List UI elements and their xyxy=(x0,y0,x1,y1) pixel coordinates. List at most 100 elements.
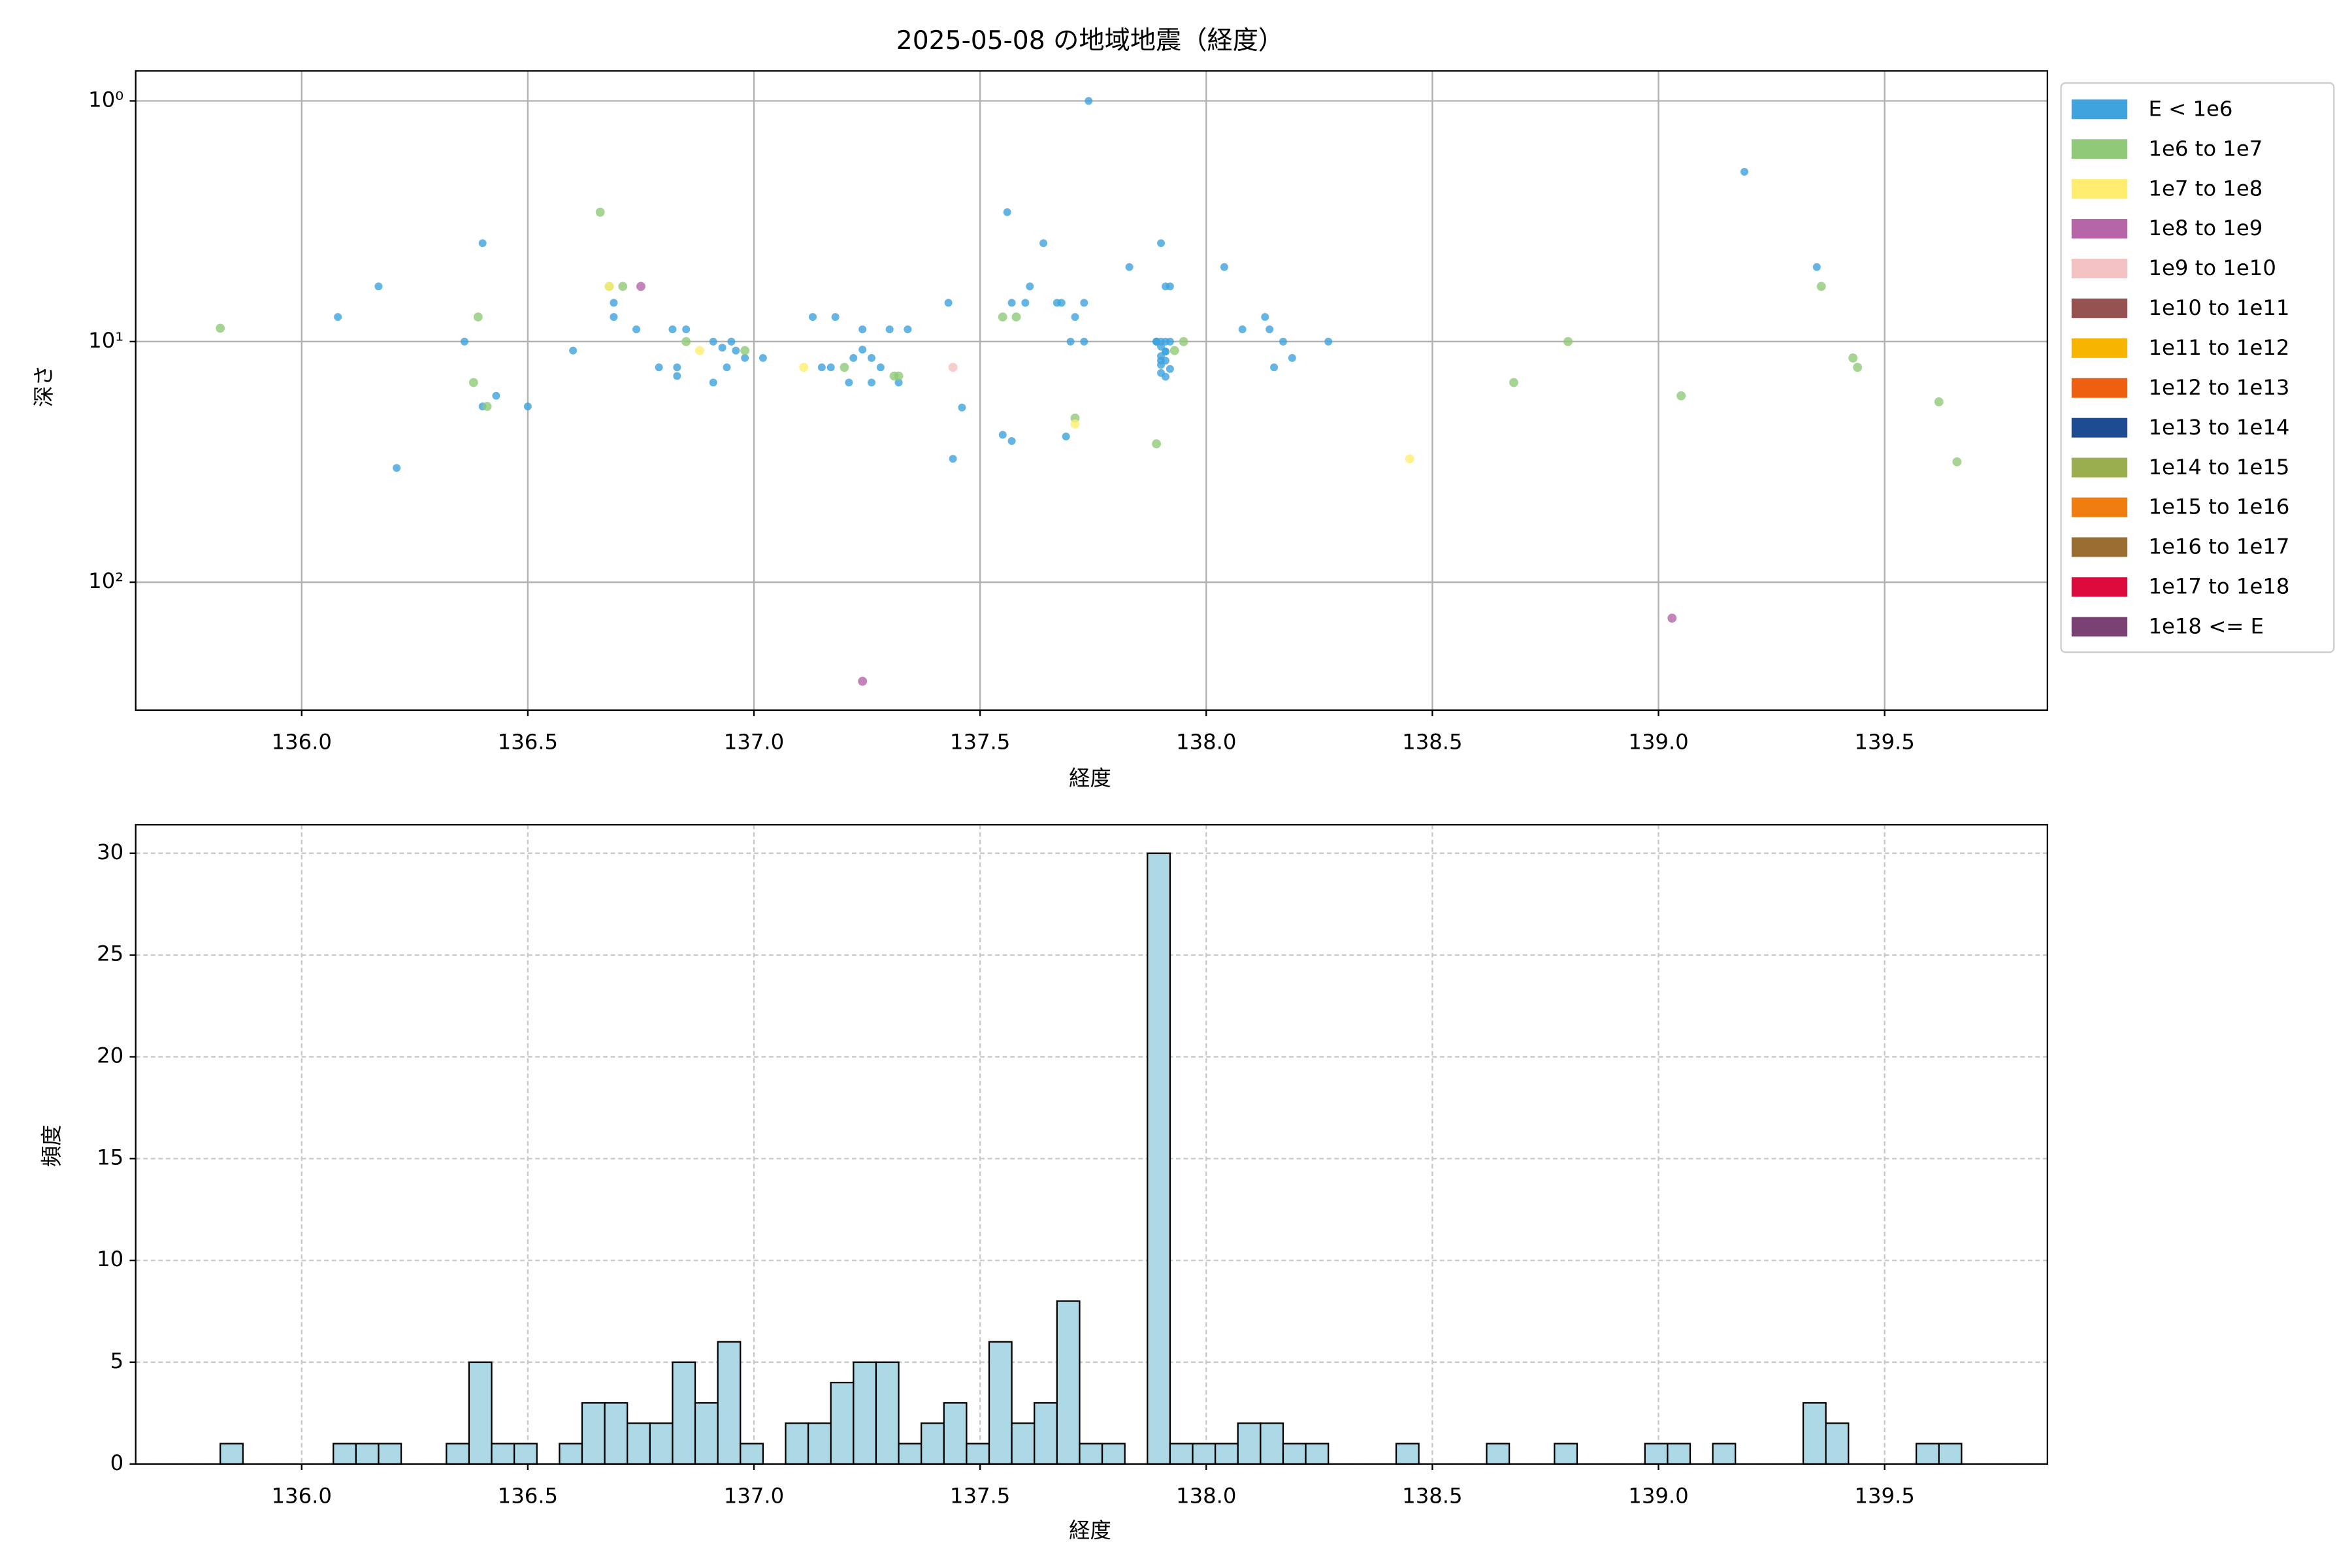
point xyxy=(1070,419,1080,429)
point xyxy=(1161,348,1169,356)
point xyxy=(1667,613,1677,623)
legend-label: 1e8 to 1e9 xyxy=(2148,216,2262,240)
bar xyxy=(694,1402,719,1465)
y-tick-label: 25 xyxy=(97,941,123,966)
point xyxy=(673,363,681,372)
point xyxy=(1169,346,1179,355)
legend-swatch xyxy=(2071,537,2128,557)
legend-swatch xyxy=(2071,219,2128,239)
x-tick-label: 139.0 xyxy=(1628,1484,1688,1509)
bar xyxy=(581,1402,606,1465)
x-tick-label: 136.0 xyxy=(272,1484,332,1509)
bar xyxy=(378,1443,402,1465)
legend-swatch xyxy=(2071,99,2128,120)
x-tick-label: 137.5 xyxy=(950,730,1010,755)
point xyxy=(610,299,618,307)
bar xyxy=(1486,1443,1511,1465)
bar xyxy=(853,1361,877,1465)
x-tick-label: 136.0 xyxy=(272,730,332,755)
bar xyxy=(1011,1422,1036,1465)
y-tick-label: 10 xyxy=(97,1247,123,1271)
point xyxy=(473,312,483,322)
legend-label: 1e9 to 1e10 xyxy=(2148,255,2276,280)
bar xyxy=(604,1402,629,1465)
x-tick-label: 136.5 xyxy=(498,1484,558,1509)
x-tick-label: 137.0 xyxy=(724,730,784,755)
bar xyxy=(559,1443,583,1465)
bar xyxy=(920,1422,945,1465)
bar xyxy=(1260,1422,1284,1465)
point xyxy=(808,313,817,321)
point xyxy=(718,344,727,352)
bar xyxy=(672,1361,696,1465)
bar xyxy=(1214,1443,1239,1465)
point xyxy=(1007,437,1016,446)
bar xyxy=(333,1443,357,1465)
legend-swatch xyxy=(2071,259,2128,278)
x-tick-label: 139.0 xyxy=(1628,730,1688,755)
point xyxy=(723,363,731,372)
legend-swatch xyxy=(2071,139,2128,159)
x-tick-label: 137.5 xyxy=(950,1484,1010,1509)
point xyxy=(1952,457,1962,466)
point xyxy=(759,353,767,362)
legend-swatch xyxy=(2071,497,2128,517)
y-tick-label: 10⁰ xyxy=(88,87,123,112)
point xyxy=(1509,378,1518,387)
point xyxy=(949,455,957,463)
point xyxy=(741,353,749,362)
point xyxy=(374,282,383,291)
bar xyxy=(943,1402,968,1465)
legend-swatch xyxy=(2071,298,2128,318)
point xyxy=(1676,391,1686,400)
x-tick-label: 138.5 xyxy=(1402,730,1462,755)
y-tick-label: 30 xyxy=(97,840,123,864)
bar xyxy=(1938,1443,1963,1465)
point xyxy=(948,363,958,372)
point xyxy=(1166,282,1174,291)
point xyxy=(867,378,875,387)
bar xyxy=(785,1422,809,1465)
legend-swatch xyxy=(2071,338,2128,358)
bar xyxy=(1282,1443,1307,1465)
bar xyxy=(1192,1443,1217,1465)
point xyxy=(618,282,628,291)
point xyxy=(632,325,641,334)
point xyxy=(1853,363,1863,372)
point xyxy=(1003,208,1011,216)
point xyxy=(1157,356,1166,365)
bar xyxy=(1644,1443,1669,1465)
bar xyxy=(1395,1443,1420,1465)
point xyxy=(334,313,342,321)
legend-swatch xyxy=(2071,617,2128,637)
bar xyxy=(1305,1443,1330,1465)
point xyxy=(709,337,717,346)
point xyxy=(1161,372,1169,381)
bar xyxy=(446,1443,470,1465)
x-axis-label: 経度 xyxy=(1069,1518,1111,1543)
point xyxy=(799,363,809,372)
point xyxy=(1066,337,1075,346)
point xyxy=(845,378,853,387)
bar xyxy=(875,1361,900,1465)
point xyxy=(523,402,532,411)
legend-label: 1e7 to 1e8 xyxy=(2148,176,2262,201)
bar xyxy=(740,1443,764,1465)
point xyxy=(826,363,835,372)
point xyxy=(1279,337,1287,346)
bar xyxy=(1554,1443,1578,1465)
point xyxy=(1080,337,1088,346)
point xyxy=(1324,337,1333,346)
point xyxy=(1816,282,1826,291)
point xyxy=(695,346,704,355)
point xyxy=(998,431,1007,439)
plot-frame xyxy=(135,824,2048,1465)
bar xyxy=(355,1443,380,1465)
point xyxy=(885,325,894,334)
point xyxy=(1220,263,1228,271)
point xyxy=(1812,263,1821,271)
x-tick-label: 138.0 xyxy=(1176,1484,1236,1509)
